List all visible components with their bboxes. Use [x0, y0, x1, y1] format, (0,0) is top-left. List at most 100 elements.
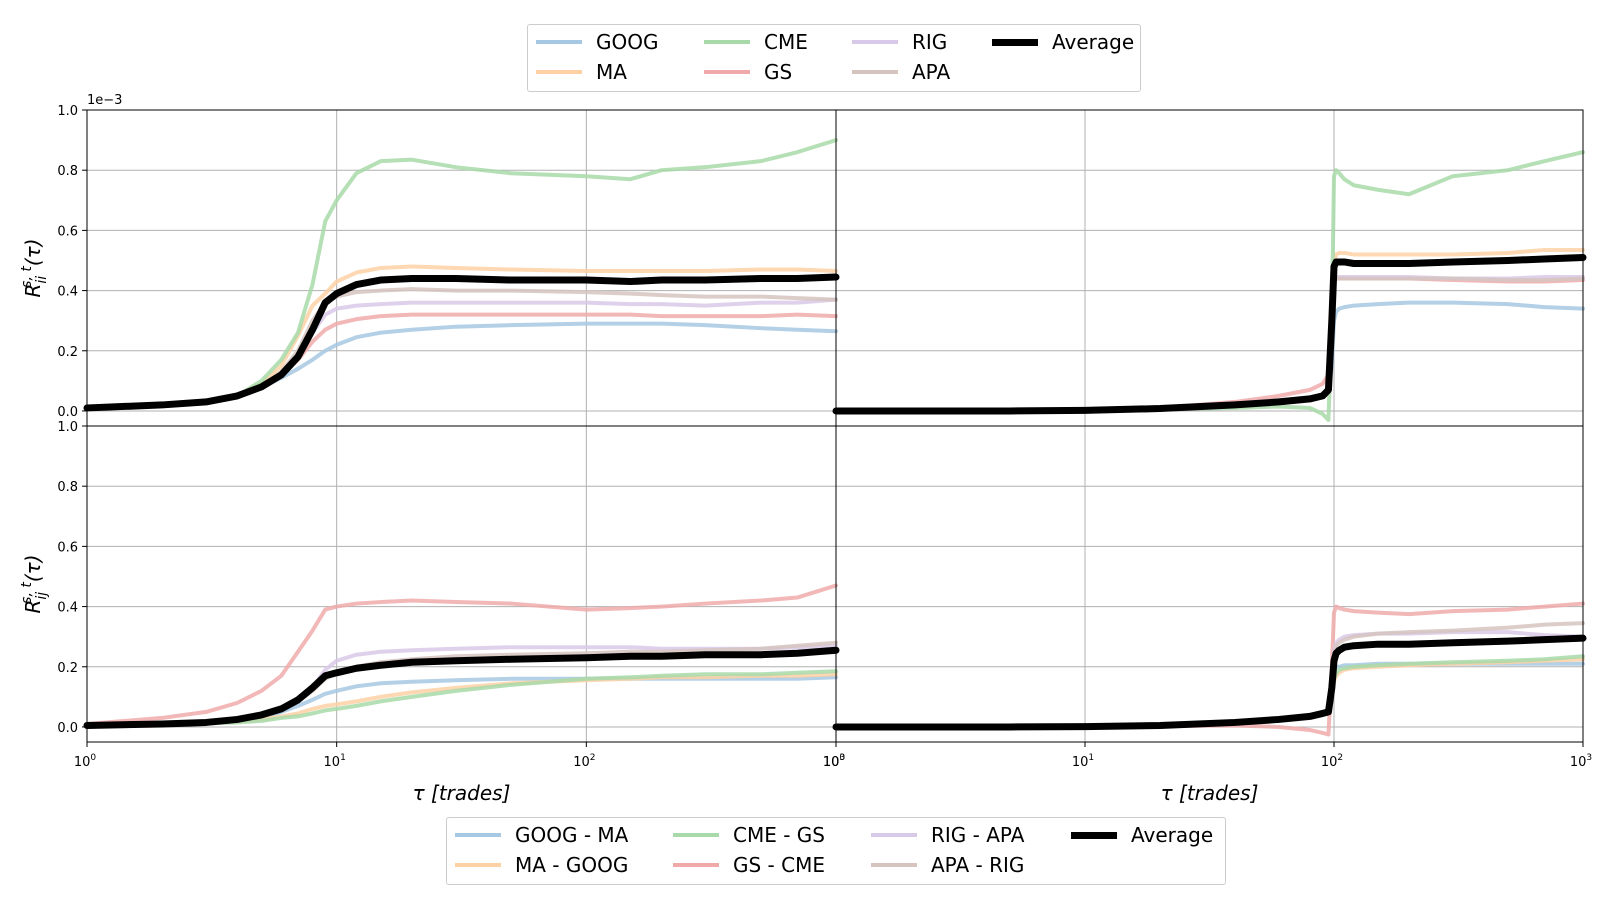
legend-item-bottom-rig-apa: RIG - APA — [871, 822, 1024, 848]
legend-swatch — [536, 40, 582, 44]
legend-swatch — [704, 70, 750, 74]
legend-bottom: GOOG - MA CME - GS RIG - APA Average MA - GO… — [446, 817, 1226, 885]
panel-2 — [832, 150, 1587, 422]
legend-item-bottom-apa-rig: APA - RIG — [871, 852, 1024, 878]
y-tick-label: 0.8 — [57, 164, 78, 179]
series-line-rig — [834, 275, 1585, 413]
x-tick-label: 102 — [1321, 753, 1343, 770]
series-line-apa — [85, 287, 838, 410]
legend-label: CME — [764, 30, 808, 54]
x-tick-label: 103 — [1570, 753, 1592, 770]
y-tick-label: 0.2 — [57, 345, 78, 360]
y-axis-label: Rijs, t(τ) — [19, 554, 50, 613]
x-tick-label: 102 — [573, 753, 595, 770]
y-tick-label: 0.0 — [57, 721, 78, 736]
legend-item-bottom-average: Average — [1071, 822, 1213, 848]
legend-label: GS — [764, 60, 793, 84]
legend-swatch — [455, 833, 501, 837]
panel-3 — [83, 583, 840, 729]
legend-label: GOOG — [596, 30, 659, 54]
legend-label: APA — [912, 60, 951, 84]
legend-item-top-cme: CME — [704, 29, 808, 55]
y-tick-label: 0.8 — [57, 480, 78, 495]
legend-swatch — [704, 40, 750, 44]
legend-item-top-apa: APA — [852, 59, 950, 85]
series-line-cme — [85, 138, 838, 410]
legend-label: RIG - APA — [931, 823, 1025, 847]
legend-swatch — [455, 863, 501, 867]
legend-item-top-goog: GOOG — [536, 29, 658, 55]
series-line-rig-apa — [834, 630, 1585, 729]
legend-swatch — [871, 863, 917, 867]
series-line-goog-ma — [834, 661, 1585, 729]
legend-label: Average — [1052, 30, 1135, 54]
series-line-goog-ma — [85, 675, 838, 728]
series-line-gs — [85, 312, 838, 410]
legend-item-top-gs: GS — [704, 59, 792, 85]
series-line-gs-cme — [834, 601, 1585, 737]
legend-swatch — [1071, 831, 1117, 839]
series-line-ma — [85, 264, 838, 410]
y-axis-label: Riis, t(τ) — [19, 238, 50, 297]
y-tick-label: 1.0 — [57, 104, 78, 119]
legend-swatch — [673, 833, 719, 837]
series-line-cme — [834, 150, 1585, 422]
legend-item-top-average: Average — [992, 29, 1134, 55]
legend-label: MA - GOOG — [515, 853, 629, 877]
x-tick-label: 100 — [823, 753, 846, 770]
series-layer — [83, 138, 1587, 737]
legend-swatch — [871, 833, 917, 837]
series-line-apa — [834, 276, 1585, 413]
series-line-ma — [834, 247, 1585, 413]
legend-item-bottom-goog-ma: GOOG - MA — [455, 822, 628, 848]
y-tick-label: 0.2 — [57, 661, 78, 676]
y-tick-label: 0.4 — [57, 285, 78, 300]
legend-label: Average — [1131, 823, 1214, 847]
x-axis-label: τ [trades] — [413, 781, 511, 805]
legend-label: GS - CME — [733, 853, 825, 877]
x-tick-label: 100 — [74, 753, 97, 770]
legend-swatch — [992, 38, 1038, 46]
series-line-average — [83, 273, 840, 412]
legend-label: MA — [596, 60, 627, 84]
legend-item-top-ma: MA — [536, 59, 627, 85]
legend-swatch — [852, 40, 898, 44]
series-line-gs — [834, 276, 1585, 413]
axes-layer: 0.0 0.2 0.4 0.6 0.8 1.0 Riis, t(τ) 0.0 0.2 0.4 0.6… — [19, 93, 1592, 805]
y-tick-label: 1.0 — [57, 420, 78, 435]
legend-item-top-rig: RIG — [852, 29, 947, 55]
series-line-goog — [85, 321, 838, 410]
panel-4 — [832, 601, 1587, 737]
y-tick-label: 0.6 — [57, 224, 78, 239]
legend-swatch — [536, 70, 582, 74]
x-tick-label: 101 — [324, 753, 346, 770]
legend-swatch — [673, 863, 719, 867]
series-line-average — [83, 646, 840, 729]
x-axis-label: τ [trades] — [1161, 781, 1259, 805]
panel-frame — [835, 425, 1584, 743]
y-tick-label: 0.6 — [57, 540, 78, 555]
series-line-goog — [834, 300, 1585, 413]
x-tick-label: 103 — [823, 753, 845, 770]
panel-1 — [83, 138, 840, 412]
series-line-average — [832, 634, 1587, 731]
series-line-ma-goog — [834, 657, 1585, 729]
legend-top: GOOG CME RIG Average MA GS APA — [527, 24, 1141, 92]
y-tick-label: 0.4 — [57, 601, 78, 616]
series-line-gs-cme — [85, 583, 838, 726]
legend-label: GOOG - MA — [515, 823, 629, 847]
legend-item-bottom-ma-goog: MA - GOOG — [455, 852, 628, 878]
panel-frame — [86, 425, 837, 743]
y-tick-label: 0.0 — [57, 405, 78, 420]
legend-label: APA - RIG — [931, 853, 1025, 877]
legend-swatch — [852, 70, 898, 74]
series-line-average — [832, 253, 1587, 415]
series-line-cme-gs — [85, 669, 838, 728]
legend-item-bottom-cme-gs: CME - GS — [673, 822, 825, 848]
legend-item-bottom-gs-cme: GS - CME — [673, 852, 825, 878]
x-tick-label: 101 — [1072, 753, 1094, 770]
panel-frame — [835, 109, 1584, 427]
legend-label: CME - GS — [733, 823, 825, 847]
